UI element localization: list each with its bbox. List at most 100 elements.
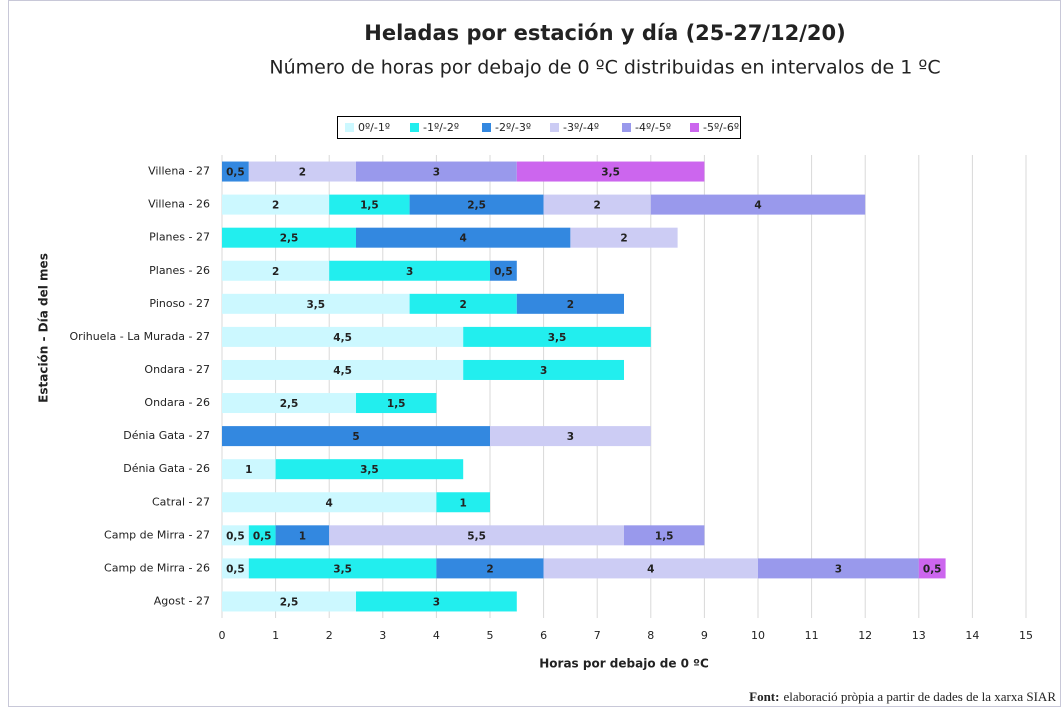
data-label: 4	[647, 563, 654, 575]
x-tick-label: 4	[433, 629, 440, 642]
bar-segment	[436, 492, 490, 513]
y-tick-label: Camp de Mirra - 26	[104, 561, 210, 574]
bar-segment	[222, 326, 464, 347]
data-label: 4	[754, 200, 761, 212]
data-label: 2	[567, 299, 574, 311]
legend-box	[337, 116, 741, 139]
legend-label: 0º/-1º	[358, 121, 390, 134]
data-label: 2,5	[280, 596, 299, 608]
bar-segment	[516, 161, 705, 182]
x-tick-label: 10	[751, 629, 765, 642]
bar-segment	[222, 161, 249, 182]
bar-segment	[222, 558, 249, 579]
x-tick-label: 3	[379, 629, 386, 642]
data-label: 1,5	[360, 200, 379, 212]
y-tick-label: Catral - 27	[152, 495, 210, 508]
legend-swatch	[690, 123, 699, 132]
data-label: 0,5	[923, 563, 942, 575]
x-tick-label: 1	[272, 629, 279, 642]
x-tick-label: 14	[965, 629, 979, 642]
bar-segment	[650, 194, 866, 215]
legend-swatch	[550, 123, 559, 132]
bar-segment	[222, 260, 330, 281]
data-label: 4,5	[333, 332, 352, 344]
legend-swatch	[345, 123, 354, 132]
x-tick-label: 8	[647, 629, 654, 642]
legend-label: -5º/-6º	[703, 121, 739, 134]
bar-segment	[222, 293, 410, 314]
bar-segment	[329, 525, 624, 546]
bar-segment	[356, 393, 437, 414]
data-label: 1	[460, 497, 467, 509]
data-label: 2	[299, 167, 306, 179]
bar-segment	[570, 227, 678, 248]
bar-segment	[356, 591, 517, 612]
bar-segment	[222, 591, 356, 612]
data-label: 0,5	[494, 266, 513, 278]
y-tick-label: Camp de Mirra - 27	[104, 528, 210, 541]
bar-segment	[222, 194, 330, 215]
chart-title: Heladas por estación y día (25-27/12/20)	[364, 21, 845, 45]
y-tick-label: Dénia Gata - 26	[123, 462, 210, 475]
data-label: 2	[486, 563, 493, 575]
data-label: 4	[460, 233, 467, 245]
bar-segment	[248, 558, 437, 579]
y-tick-label: Ondara - 26	[144, 396, 210, 409]
data-label: 2,5	[280, 233, 299, 245]
y-axis-label: Estación - Día del mes	[37, 253, 51, 403]
legend-label: -2º/-3º	[495, 121, 531, 134]
bar-segment	[918, 558, 946, 579]
y-tick-label: Dénia Gata - 27	[123, 429, 210, 442]
bar-segment	[490, 260, 517, 281]
bar-segment	[248, 525, 276, 546]
data-label: 3,5	[306, 299, 325, 311]
y-tick-label: Villena - 27	[148, 165, 210, 178]
x-tick-label: 0	[219, 629, 226, 642]
y-tick-label: Villena - 26	[148, 198, 210, 211]
bar-segment	[516, 293, 624, 314]
source-label: Font:	[749, 689, 779, 704]
data-label: 3	[433, 596, 440, 608]
data-label: 1,5	[387, 398, 406, 410]
y-tick-label: Agost - 27	[154, 594, 210, 607]
bar-segment	[409, 194, 544, 215]
bar-segment	[222, 393, 356, 414]
x-tick-label: 7	[594, 629, 601, 642]
x-axis-label: Horas por debajo de 0 ºC	[539, 657, 709, 671]
legend-label: -4º/-5º	[635, 121, 671, 134]
bar-segment	[275, 459, 464, 480]
bar-segment	[222, 426, 490, 447]
bar-segment	[248, 161, 356, 182]
bar-segment	[624, 525, 705, 546]
data-label: 2	[272, 266, 279, 278]
data-label: 2,5	[280, 398, 299, 410]
data-label: 0,5	[226, 167, 245, 179]
data-label: 3	[406, 266, 413, 278]
x-tick-label: 15	[1019, 629, 1033, 642]
data-label: 2	[620, 233, 627, 245]
legend-swatch	[622, 123, 631, 132]
x-tick-label: 12	[858, 629, 872, 642]
data-label: 3	[540, 365, 547, 377]
data-label: 2	[594, 200, 601, 212]
data-label: 0,5	[226, 563, 245, 575]
bar-segment	[222, 227, 356, 248]
x-tick-label: 9	[701, 629, 708, 642]
legend-label: -3º/-4º	[563, 121, 599, 134]
bar-segment	[436, 558, 544, 579]
bar-segment	[356, 227, 571, 248]
data-label: 1	[245, 464, 252, 476]
data-label: 2,5	[467, 200, 486, 212]
x-tick-label: 13	[912, 629, 926, 642]
data-label: 3	[835, 563, 842, 575]
x-tick-label: 2	[326, 629, 333, 642]
bar-segment	[222, 492, 437, 513]
y-tick-label: Orihuela - La Murada - 27	[70, 330, 210, 343]
x-tick-label: 5	[487, 629, 494, 642]
data-label: 4,5	[333, 365, 352, 377]
bar-segment	[275, 525, 330, 546]
x-tick-label: 6	[540, 629, 547, 642]
data-label: 5,5	[467, 530, 486, 542]
y-tick-label: Ondara - 27	[144, 363, 210, 376]
data-label: 3	[567, 431, 574, 443]
